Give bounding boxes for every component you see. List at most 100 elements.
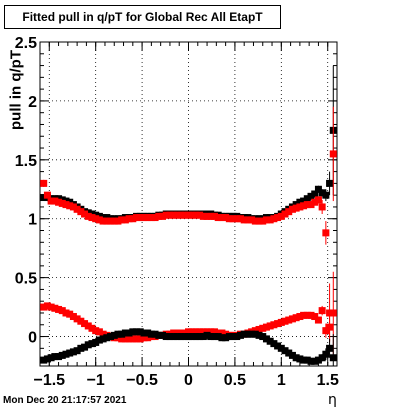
data-point bbox=[311, 357, 319, 365]
data-point bbox=[73, 315, 81, 323]
data-point bbox=[88, 210, 96, 218]
data-point bbox=[140, 334, 148, 342]
data-point bbox=[159, 212, 167, 220]
data-point bbox=[144, 334, 152, 342]
data-point bbox=[251, 327, 259, 335]
data-point bbox=[107, 217, 115, 225]
data-point bbox=[118, 216, 126, 224]
x-tick-label: 1.5 bbox=[317, 372, 339, 389]
data-point bbox=[255, 325, 263, 333]
data-point bbox=[277, 344, 285, 352]
data-point bbox=[329, 354, 337, 362]
data-point bbox=[266, 337, 274, 345]
data-point bbox=[84, 322, 92, 330]
data-point bbox=[196, 333, 204, 341]
data-point bbox=[329, 309, 337, 317]
data-point bbox=[173, 333, 181, 341]
data-point bbox=[162, 211, 170, 219]
data-point bbox=[118, 330, 126, 338]
data-point bbox=[236, 215, 244, 223]
data-point bbox=[311, 190, 319, 198]
data-point bbox=[285, 208, 293, 216]
data-point bbox=[81, 343, 89, 351]
data-point bbox=[318, 203, 326, 211]
data-point bbox=[326, 179, 334, 187]
data-point bbox=[277, 318, 285, 326]
data-point bbox=[210, 333, 218, 341]
data-point bbox=[66, 349, 74, 357]
data-point bbox=[84, 212, 92, 220]
data-point bbox=[166, 333, 174, 341]
data-point bbox=[181, 211, 189, 219]
x-tick-label: −0.5 bbox=[126, 372, 158, 389]
y-tick-label: 1.5 bbox=[15, 153, 37, 170]
data-point bbox=[58, 307, 66, 315]
data-point bbox=[118, 335, 126, 343]
data-point bbox=[155, 212, 163, 220]
data-point bbox=[69, 203, 77, 211]
y-tick-label: 1 bbox=[28, 212, 37, 229]
data-point bbox=[99, 330, 107, 338]
data-point bbox=[259, 324, 267, 332]
data-series-2 bbox=[40, 106, 337, 343]
data-point bbox=[210, 328, 218, 336]
data-point bbox=[311, 198, 319, 206]
data-point bbox=[144, 214, 152, 222]
data-point bbox=[77, 344, 85, 352]
data-point bbox=[322, 191, 330, 199]
data-point bbox=[188, 333, 196, 341]
data-point bbox=[255, 331, 263, 339]
data-point bbox=[262, 323, 270, 331]
data-point bbox=[114, 330, 122, 338]
data-point bbox=[300, 202, 308, 210]
data-point bbox=[322, 350, 330, 358]
data-point bbox=[125, 329, 133, 337]
data-point bbox=[162, 333, 170, 341]
data-point bbox=[303, 195, 311, 203]
data-point bbox=[300, 356, 308, 364]
data-point bbox=[92, 327, 100, 335]
data-point bbox=[177, 333, 185, 341]
data-point bbox=[251, 330, 259, 338]
data-point bbox=[318, 307, 326, 315]
data-point bbox=[236, 331, 244, 339]
data-point bbox=[296, 198, 304, 206]
data-point bbox=[62, 201, 70, 209]
data-point bbox=[314, 356, 322, 364]
data-point bbox=[88, 324, 96, 332]
data-point bbox=[51, 353, 59, 361]
axis-ticks: −1.5 −1 −0.5 0 0.5 1 1.5 0 0.5 1 1.5 2 2.5 bbox=[15, 35, 339, 389]
data-point bbox=[199, 328, 207, 336]
data-point bbox=[303, 311, 311, 319]
y-tick-label: 0.5 bbox=[15, 271, 37, 288]
data-point bbox=[92, 338, 100, 346]
data-point bbox=[92, 211, 100, 219]
data-point bbox=[199, 333, 207, 341]
data-point bbox=[303, 356, 311, 364]
data-point bbox=[188, 328, 196, 336]
data-point bbox=[185, 211, 192, 219]
data-point bbox=[203, 212, 211, 220]
data-point bbox=[121, 335, 129, 343]
data-point bbox=[103, 334, 111, 342]
data-point bbox=[203, 331, 211, 339]
data-point bbox=[314, 196, 322, 204]
data-point bbox=[136, 335, 144, 343]
data-point bbox=[214, 333, 222, 341]
data-point bbox=[69, 348, 77, 356]
data-point bbox=[266, 216, 274, 224]
data-point bbox=[103, 214, 111, 222]
data-point bbox=[185, 333, 192, 341]
data-point bbox=[140, 214, 148, 222]
data-point bbox=[307, 357, 315, 365]
data-point bbox=[303, 201, 311, 209]
data-point bbox=[296, 355, 304, 363]
data-point bbox=[66, 198, 74, 206]
data-point bbox=[240, 216, 248, 224]
data-point bbox=[259, 333, 267, 341]
data-point bbox=[292, 204, 300, 212]
data-point bbox=[51, 304, 59, 312]
data-point bbox=[77, 208, 85, 216]
data-point bbox=[233, 333, 241, 341]
y-axis-label: pull in q/pT bbox=[6, 40, 26, 140]
